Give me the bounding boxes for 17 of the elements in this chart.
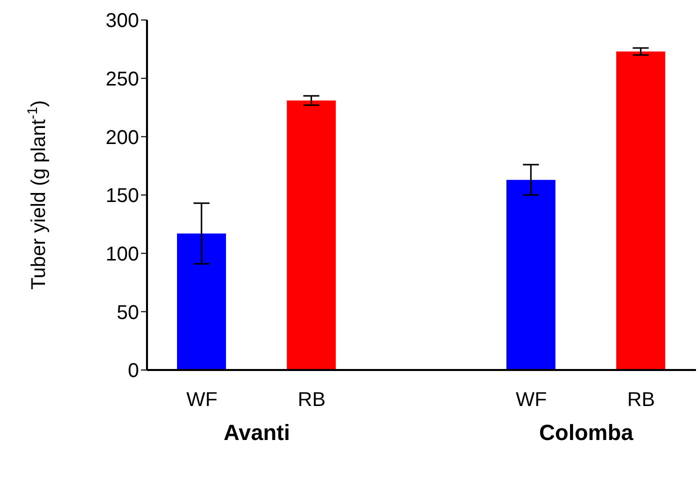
y-tick-label: 150 xyxy=(106,185,139,208)
y-tick-label: 0 xyxy=(128,360,139,382)
x-tick-label: RB xyxy=(298,389,326,412)
y-tick-label: 100 xyxy=(106,243,139,266)
bar xyxy=(616,52,666,370)
text: Colomba xyxy=(538,420,634,446)
bar xyxy=(286,100,336,370)
y-tick-label: 250 xyxy=(106,68,139,90)
text: Avanti xyxy=(222,420,291,446)
x-tick-label: WF xyxy=(186,389,218,412)
y-tick-label: 200 xyxy=(106,126,139,149)
x-tick-label: RB xyxy=(627,389,655,412)
bar xyxy=(177,234,226,370)
y-tick-label: 300 xyxy=(106,10,139,32)
bar xyxy=(506,180,556,370)
x-tick-label: WF xyxy=(516,389,547,412)
y-tick-label: 50 xyxy=(116,302,139,324)
